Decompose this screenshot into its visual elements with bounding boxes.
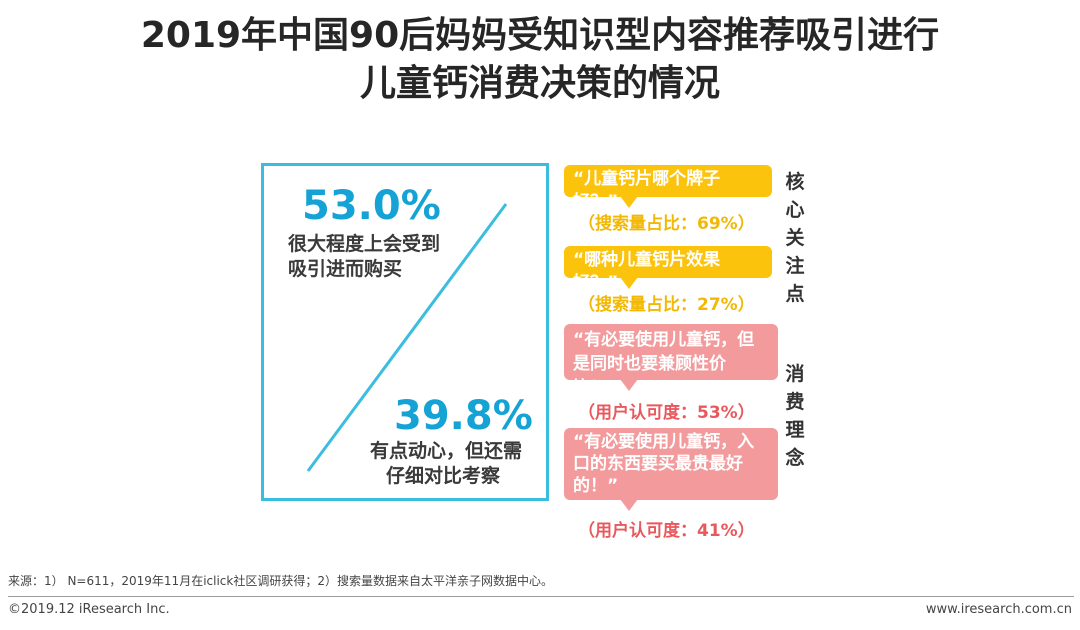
concept-char: 消	[785, 363, 805, 385]
stat-desc-high-line1: 很大程度上会受到	[288, 233, 441, 255]
stat-desc-low: 有点动心，但还需 仔细对比考察	[370, 439, 522, 489]
concept-quote-2-line3: 的！”	[573, 476, 619, 496]
stat-percent-high: 53.0%	[302, 183, 441, 229]
concept-char: 费	[785, 391, 805, 413]
concept-quote-bubble-2: “有必要使用儿童钙，入 口的东西要买最贵最好 的！”	[564, 428, 778, 511]
diagonal-divider	[306, 203, 508, 472]
core-focus-char: 心	[785, 199, 805, 221]
core-focus-char: 核	[785, 171, 805, 193]
website-link: www.iresearch.com.cn	[925, 602, 1072, 617]
title-line-2: 儿童钙消费决策的情况	[359, 63, 720, 104]
consumption-concept-label: 消 费 理 念	[780, 360, 810, 472]
concept-share-1: （用户认可度：53%）	[578, 403, 755, 423]
stat-desc-high: 很大程度上会受到 吸引进而购买	[288, 232, 440, 282]
core-quote-bubble-2: “哪种儿童钙片效果好？”	[564, 246, 772, 293]
page-title: 2019年中国90后妈妈受知识型内容推荐吸引进行 儿童钙消费决策的情况	[0, 12, 1080, 108]
title-line-1: 2019年中国90后妈妈受知识型内容推荐吸引进行	[140, 15, 940, 56]
core-quote-2: “哪种儿童钙片效果好？”	[573, 250, 721, 293]
core-share-1: （搜索量占比：69%）	[578, 214, 755, 234]
concept-quote-2-line2: 口的东西要买最贵最好	[573, 454, 743, 474]
core-focus-char: 点	[785, 283, 805, 305]
stat-box: 53.0% 很大程度上会受到 吸引进而购买 39.8% 有点动心，但还需 仔细对…	[261, 163, 549, 501]
stat-desc-low-line2: 仔细对比考察	[386, 465, 501, 487]
concept-share-2: （用户认可度：41%）	[578, 521, 755, 541]
copyright: ©2019.12 iResearch Inc.	[8, 602, 170, 617]
core-focus-label: 核 心 关 注 点	[780, 168, 810, 308]
concept-quote-1-line1: “有必要使用儿童钙，但	[573, 330, 755, 350]
core-quote-bubble-1: “儿童钙片哪个牌子好？”	[564, 165, 772, 212]
stat-desc-low-line1: 有点动心，但还需	[370, 440, 523, 462]
concept-char: 理	[785, 419, 805, 441]
core-share-2: （搜索量占比：27%）	[578, 295, 755, 315]
concept-quote-2-line1: “有必要使用儿童钙，入	[573, 432, 755, 452]
core-focus-char: 关	[785, 227, 805, 249]
concept-quote-bubble-1: “有必要使用儿童钙，但 是同时也要兼顾性价比！”	[564, 324, 778, 398]
core-focus-char: 注	[785, 255, 805, 277]
source-note: 来源：1） N=611，2019年11月在iclick社区调研获得；2）搜索量数…	[8, 574, 553, 588]
concept-char: 念	[785, 447, 805, 469]
stat-desc-high-line2: 吸引进而购买	[288, 258, 403, 280]
stat-percent-low: 39.8%	[394, 393, 533, 439]
concept-quote-1-line2: 是同时也要兼顾性价比！”	[573, 354, 726, 398]
footer-divider	[8, 596, 1074, 597]
core-quote-1: “儿童钙片哪个牌子好？”	[573, 169, 721, 212]
